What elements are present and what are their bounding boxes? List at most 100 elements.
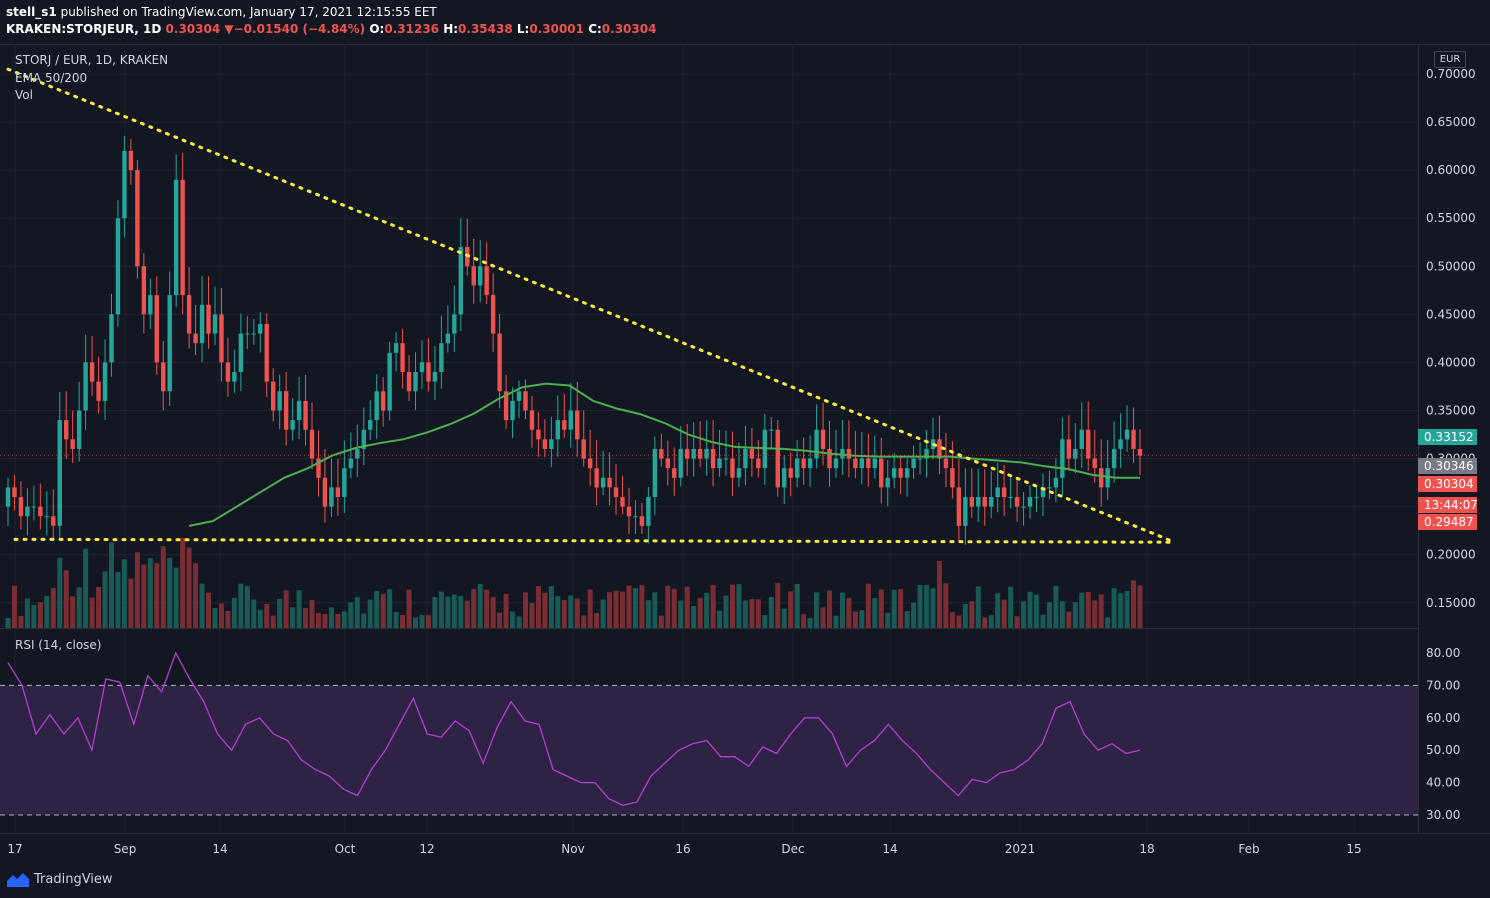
candle-body <box>665 458 670 469</box>
volume-bar <box>768 597 774 628</box>
rsi-band <box>0 685 1418 815</box>
candle-body <box>406 372 412 392</box>
candle-body <box>969 497 975 507</box>
tradingview-logo-icon[interactable] <box>7 873 29 887</box>
candle-body <box>1131 429 1136 449</box>
volume-bar <box>413 617 419 628</box>
candle-body <box>148 295 153 315</box>
candle-body <box>478 266 483 286</box>
volume-bar <box>141 564 147 628</box>
candle-body <box>710 448 716 469</box>
volume-bar <box>865 583 871 628</box>
candle-body <box>57 420 62 526</box>
candle-body <box>490 295 496 334</box>
volume-bar <box>354 597 360 628</box>
symbol-label[interactable]: KRAKEN:STORJEUR, 1D <box>6 22 162 36</box>
candle-body <box>1098 468 1104 488</box>
candle-body <box>109 314 114 363</box>
time-tick-label: Oct <box>335 842 356 856</box>
volume-bar <box>438 591 444 628</box>
candle-body <box>64 420 69 440</box>
candle-body <box>943 458 949 469</box>
candle-body <box>685 448 690 459</box>
candle-body <box>1021 506 1026 508</box>
volume-bar <box>1124 591 1130 628</box>
volume-bar <box>393 612 399 628</box>
volume-bar <box>561 599 567 628</box>
candle-body <box>5 487 11 507</box>
rsi-tick-label: 60.00 <box>1426 711 1460 725</box>
volume-bar <box>1105 617 1111 628</box>
candle-body <box>303 400 308 430</box>
rsi-line <box>7 651 1141 806</box>
volume-bar <box>348 602 354 628</box>
volume-bar <box>930 588 936 628</box>
candle-body <box>523 391 528 411</box>
volume-bar <box>626 585 632 628</box>
volume-bar <box>24 598 30 628</box>
candle-body <box>497 333 502 392</box>
candle-body <box>96 381 101 401</box>
ema-legend[interactable]: EMA 50/200 <box>15 71 88 85</box>
currency-button[interactable]: EUR <box>1434 51 1466 68</box>
volume-bar <box>1001 599 1007 628</box>
candle-body <box>342 468 347 498</box>
volume-bar <box>801 614 807 628</box>
price-tick-label: 0.55000 <box>1426 211 1476 225</box>
volume-bar <box>995 593 1001 628</box>
candle-body <box>44 516 50 518</box>
rsi-tick-label: 40.00 <box>1426 776 1460 790</box>
volume-bar <box>632 588 638 628</box>
volume-bar <box>555 596 561 628</box>
volume-bar <box>969 601 975 628</box>
descending-trendline <box>6 67 1172 542</box>
candle-body <box>853 458 858 469</box>
volume-bar <box>658 615 664 628</box>
candles <box>5 135 1143 545</box>
volume-bar <box>328 607 334 628</box>
candle-body <box>387 352 392 411</box>
chart-title: STORJ / EUR, 1D, KRAKEN <box>15 53 169 67</box>
tradingview-brand[interactable]: TradingView <box>34 872 113 887</box>
time-tick-label: 2021 <box>1005 842 1036 856</box>
volume-bar <box>529 602 535 628</box>
volume-bar <box>665 585 671 628</box>
candle-body <box>432 372 438 382</box>
price-axis-badge <box>1418 497 1477 513</box>
volume-bar <box>283 590 289 628</box>
volume-bar <box>121 559 127 628</box>
candle-body <box>626 506 632 517</box>
down-arrow-icon: ▼ <box>224 22 234 36</box>
volume-bar <box>788 591 794 628</box>
candle-body <box>769 429 774 431</box>
candle-body <box>879 458 884 488</box>
candle-body <box>1008 497 1013 499</box>
price-tick-label: 0.60000 <box>1426 163 1476 177</box>
volume-bar <box>503 593 509 628</box>
volume-bar <box>315 613 321 628</box>
volume-legend[interactable]: Vol <box>15 88 33 102</box>
volume-bar <box>186 547 192 628</box>
time-tick-label: 14 <box>882 842 897 856</box>
price-axis-label: 0.29487 <box>1424 515 1474 529</box>
volume-bar <box>1040 614 1046 628</box>
candle-body <box>678 448 683 478</box>
volume-bar <box>516 616 522 628</box>
volume-bar <box>684 586 690 628</box>
candle-body <box>1060 439 1065 478</box>
candle-body <box>911 458 916 469</box>
candle-body <box>484 266 489 296</box>
author-name[interactable]: stell_s1 <box>6 5 57 19</box>
volume-bar <box>594 613 600 628</box>
last-price: 0.30304 <box>165 22 221 36</box>
volume-bar <box>775 583 781 628</box>
candle-body <box>76 410 82 449</box>
volume-bar <box>1131 580 1137 628</box>
pane-separator <box>0 628 1418 629</box>
rsi-legend[interactable]: RSI (14, close) <box>15 638 102 652</box>
volume-bar <box>290 607 296 628</box>
candle-body <box>898 468 903 478</box>
volume-bar <box>1066 611 1072 628</box>
volume-bar <box>548 586 554 628</box>
